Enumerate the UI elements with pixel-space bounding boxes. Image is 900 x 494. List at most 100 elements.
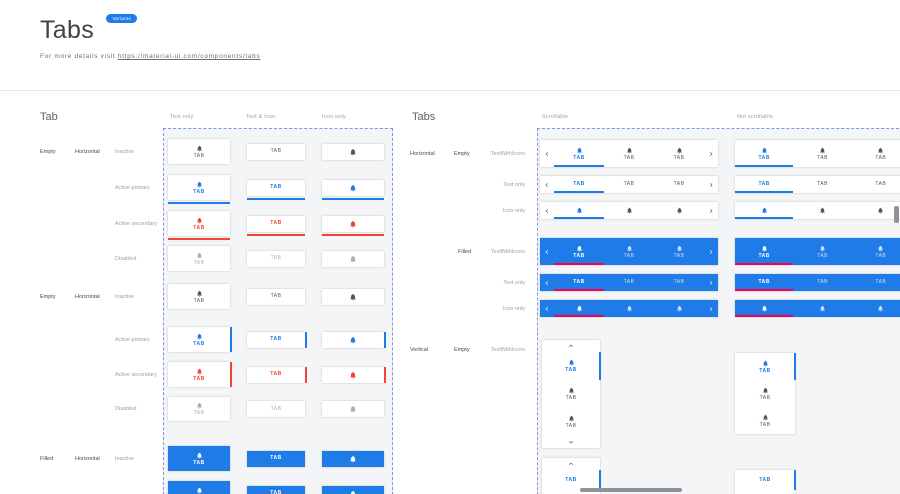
tab[interactable]: TAB (793, 238, 851, 265)
chevron-left-icon[interactable] (540, 238, 554, 265)
tab[interactable]: TAB (735, 380, 795, 407)
tab-specimen[interactable] (322, 485, 384, 494)
chevron-up-icon[interactable] (542, 458, 600, 470)
tab[interactable]: TAB (554, 140, 604, 167)
horizontal-scrollbar-thumb[interactable] (580, 488, 682, 492)
chevron-right-icon[interactable] (704, 202, 718, 219)
tab-specimen[interactable]: TAB (168, 327, 232, 352)
docs-link[interactable]: https://material-ui.com/components/tabs (117, 53, 261, 60)
tab-specimen[interactable]: TAB (168, 246, 230, 271)
tab[interactable]: TAB (654, 140, 704, 167)
tab[interactable] (654, 300, 704, 317)
chevron-right-icon[interactable] (704, 238, 718, 265)
tab[interactable]: TAB (735, 176, 793, 193)
tab[interactable]: TAB (604, 140, 654, 167)
tab[interactable]: TAB (654, 274, 704, 291)
tab[interactable]: TAB (852, 140, 900, 167)
tab[interactable]: TAB (654, 238, 704, 265)
tab[interactable] (735, 300, 793, 317)
tab-specimen[interactable] (322, 250, 384, 267)
tab-specimen[interactable]: TAB (247, 366, 307, 383)
tab[interactable] (852, 300, 900, 317)
tab-specimen[interactable] (322, 450, 384, 467)
tab-specimen[interactable]: TAB (168, 397, 230, 421)
tab[interactable]: TAB (654, 176, 704, 193)
tab-specimen[interactable]: TAB (247, 179, 305, 200)
tab[interactable] (793, 300, 851, 317)
chevron-left-icon[interactable] (540, 140, 554, 167)
tab-specimen[interactable]: TAB (247, 143, 305, 160)
tab[interactable]: TAB (604, 274, 654, 291)
tab[interactable]: TAB (735, 353, 795, 380)
tab[interactable]: TAB (852, 274, 900, 291)
tab-specimen[interactable]: TAB (247, 401, 305, 417)
vertical-scrollbar-thumb[interactable] (894, 206, 899, 223)
chevron-left-icon[interactable] (540, 176, 554, 193)
tab-specimen[interactable]: TAB (168, 446, 230, 471)
tab-specimen[interactable]: TAB (168, 481, 230, 494)
chevron-right-icon[interactable] (704, 140, 718, 167)
tab-label: TAB (758, 279, 770, 285)
tab[interactable]: TAB (852, 238, 900, 265)
tab[interactable] (554, 300, 604, 317)
notifications-bell-icon (349, 336, 357, 344)
tab-specimen[interactable]: TAB (247, 215, 305, 236)
tab[interactable]: TAB (554, 238, 604, 265)
tab[interactable]: TAB (793, 176, 851, 193)
tab[interactable]: TAB (735, 407, 795, 434)
tab[interactable]: TAB (604, 176, 654, 193)
tab-specimen[interactable] (322, 179, 384, 200)
chevron-left-icon[interactable] (540, 202, 554, 219)
tab-specimen[interactable]: TAB (247, 250, 305, 267)
tab[interactable] (793, 202, 851, 219)
tab[interactable]: TAB (735, 274, 793, 291)
tab-specimen[interactable] (322, 288, 384, 305)
chevron-right-icon[interactable] (704, 176, 718, 193)
tab[interactable]: TAB (554, 274, 604, 291)
tab[interactable]: TAB (542, 380, 600, 408)
tab[interactable]: TAB (542, 352, 600, 380)
tab-specimen[interactable] (322, 143, 384, 160)
chevron-right-icon[interactable] (704, 300, 718, 317)
tab[interactable]: TAB (542, 470, 600, 490)
tab[interactable]: TAB (735, 470, 795, 490)
tab-specimen[interactable]: TAB (168, 139, 230, 164)
notifications-bell-icon (196, 333, 203, 340)
chevron-right-icon[interactable] (704, 274, 718, 291)
tab[interactable] (654, 202, 704, 219)
tab[interactable]: TAB (554, 176, 604, 193)
tab-specimen[interactable] (322, 215, 384, 236)
tab[interactable]: TAB (735, 490, 795, 494)
tab[interactable]: TAB (852, 176, 900, 193)
tab[interactable] (852, 202, 900, 219)
tab-specimen[interactable] (322, 366, 386, 383)
tab[interactable]: TAB (542, 408, 600, 436)
tab-specimen[interactable]: TAB (247, 331, 307, 348)
tab[interactable] (735, 202, 793, 219)
tab-label: TAB (817, 252, 828, 259)
chevron-left-icon[interactable] (540, 274, 554, 291)
tab-specimen[interactable] (322, 331, 386, 348)
tab[interactable] (604, 202, 654, 219)
tab[interactable]: TAB (735, 140, 793, 167)
group-kind-label: Filled (458, 248, 472, 255)
tab-specimen[interactable]: TAB (168, 211, 230, 240)
chevron-down-icon[interactable] (542, 436, 600, 448)
tab-specimen[interactable]: TAB (247, 288, 305, 305)
tab[interactable]: TAB (793, 274, 851, 291)
tab-specimen[interactable]: TAB (168, 362, 232, 387)
tab[interactable] (554, 202, 604, 219)
tab-specimen[interactable]: TAB (168, 284, 230, 309)
tab-specimen[interactable]: TAB (247, 450, 305, 467)
tab[interactable]: TAB (793, 140, 851, 167)
tab-specimen[interactable]: TAB (168, 175, 230, 204)
chevron-up-icon[interactable] (542, 340, 600, 352)
chevron-left-icon[interactable] (540, 300, 554, 317)
tab-specimen[interactable]: TAB (247, 485, 305, 494)
tab[interactable]: TAB (735, 238, 793, 265)
tab[interactable]: TAB (604, 238, 654, 265)
tab-specimen[interactable] (322, 401, 384, 417)
tab-label: TAB (193, 259, 205, 266)
tab[interactable] (604, 300, 654, 317)
